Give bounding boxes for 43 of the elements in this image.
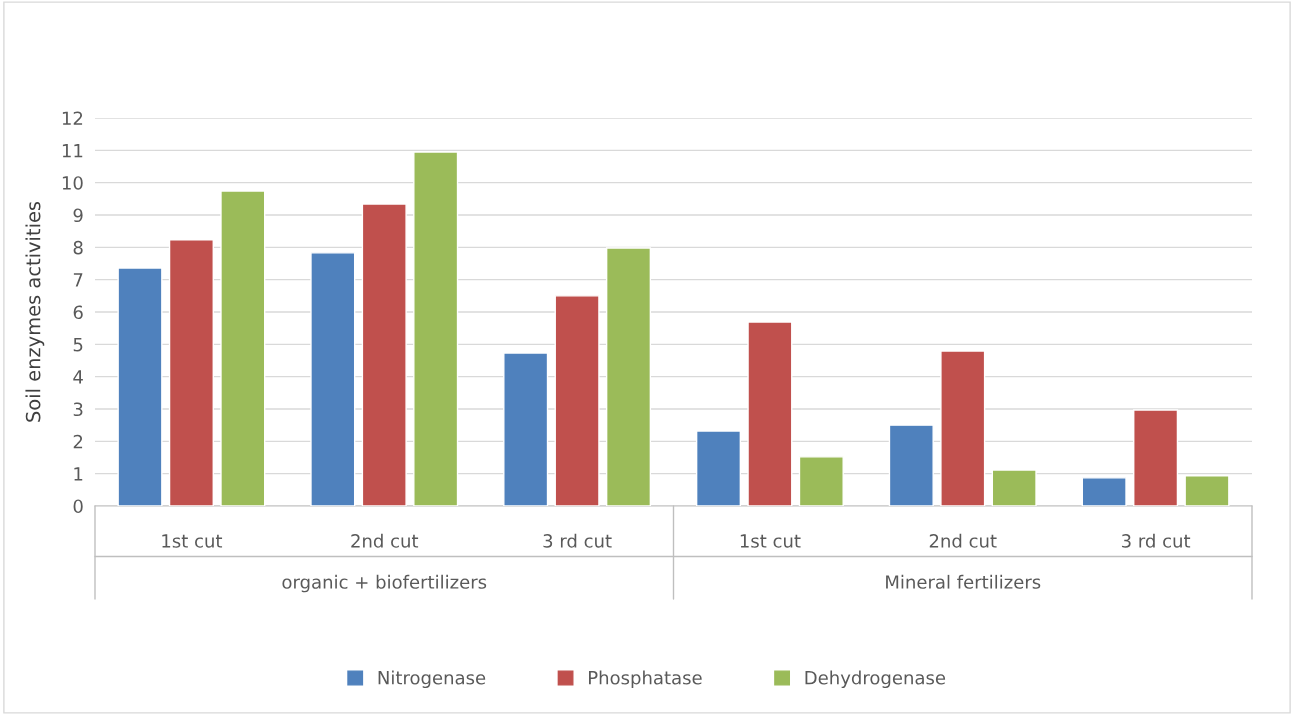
bar (695, 430, 742, 506)
y-tick-label: 7 (73, 273, 83, 287)
y-tick-label: 5 (73, 338, 83, 352)
text: organic + biofertilizers (282, 574, 487, 593)
y-tick-label: 11 (62, 144, 83, 158)
bar (798, 456, 844, 506)
y-tick-label: 3 (73, 402, 83, 417)
bar (605, 247, 652, 506)
bar (747, 321, 793, 506)
y-tick-label: 4 (73, 370, 83, 384)
bar (940, 350, 986, 506)
y-tick-label: 10 (62, 176, 83, 190)
bar (361, 203, 407, 506)
x-tick-label: 1st cut (162, 534, 223, 548)
y-tick-label: 6 (73, 305, 83, 320)
y-tick-label: 1 (74, 467, 83, 481)
bar (503, 352, 549, 506)
bar (991, 469, 1037, 506)
bar (1081, 477, 1127, 506)
text: Mineral fertilizers (886, 574, 1041, 589)
x-tick-label: 3 rd cut (543, 533, 612, 548)
x-tick-label: 1st cut (740, 534, 801, 548)
x-tick-label: 2nd cut (929, 533, 997, 548)
y-tick-label: 12 (62, 111, 83, 125)
bar (1184, 475, 1230, 506)
y-axis-title: Soil enzymes activities (25, 201, 45, 422)
y-tick-label: 2 (73, 434, 83, 449)
y-tick-label: 8 (73, 240, 83, 255)
bar (1133, 409, 1179, 506)
bar (117, 267, 163, 506)
legend-label: Nitrogenase (378, 670, 486, 689)
y-tick-label: 9 (73, 208, 83, 223)
bar (220, 190, 266, 506)
bar (554, 295, 600, 506)
x-tick-label: 2nd cut (351, 533, 419, 548)
legend-label: Dehydrogenase (805, 670, 946, 689)
bar (168, 239, 214, 506)
legend-label: Phosphatase (589, 670, 702, 689)
bar (413, 151, 459, 506)
bar (888, 424, 934, 506)
bar (310, 252, 356, 506)
y-tick-label: 0 (73, 499, 83, 514)
x-tick-label: 3 rd cut (1121, 533, 1191, 548)
